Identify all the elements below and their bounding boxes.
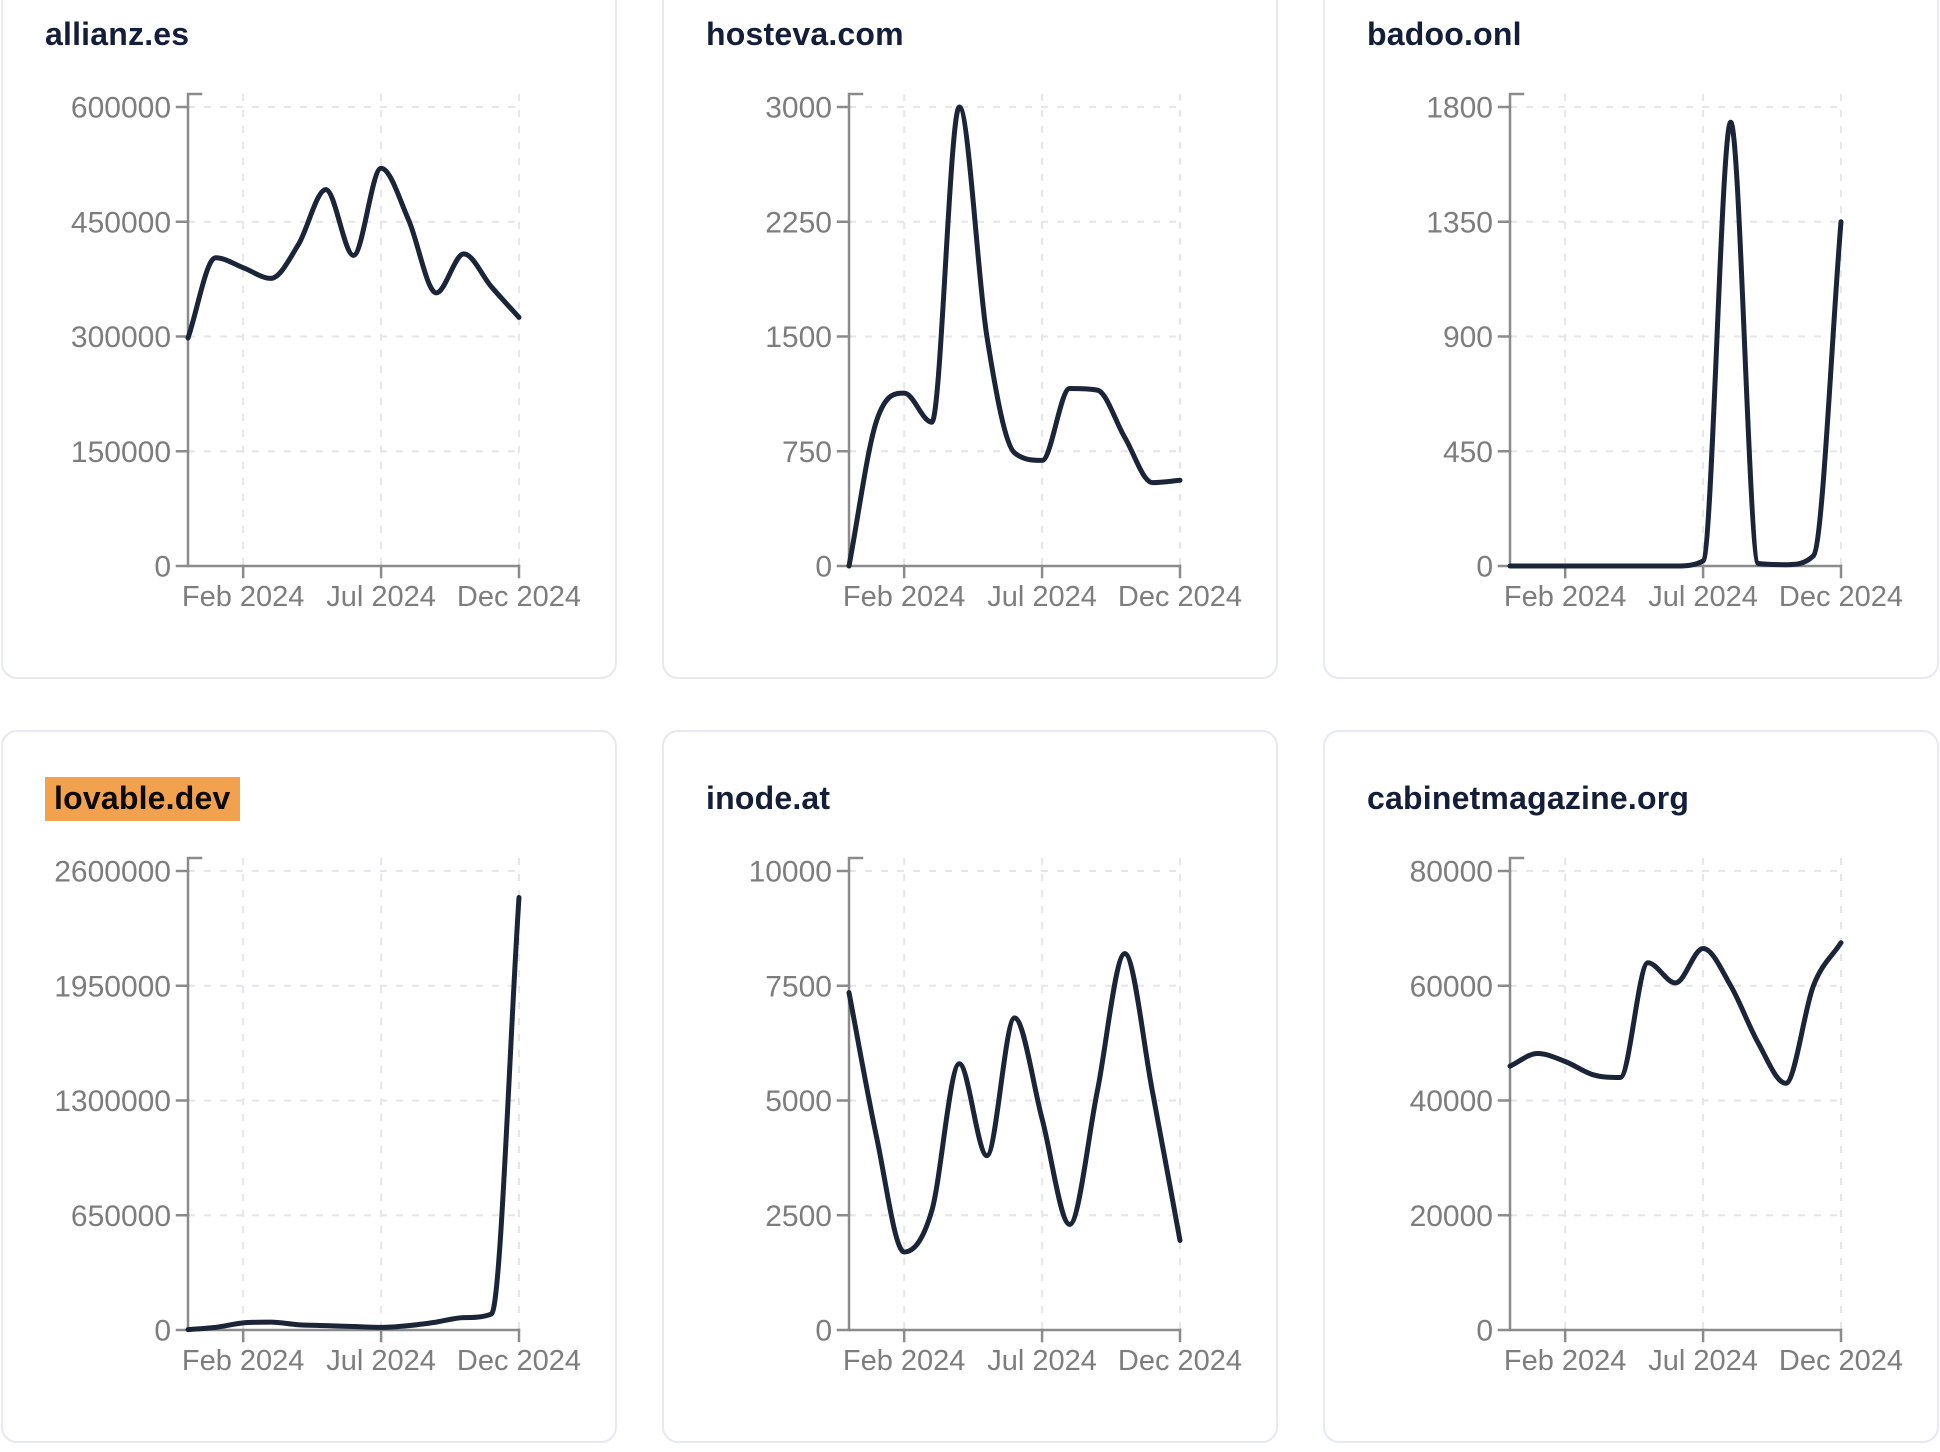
- svg-text:2500: 2500: [765, 1200, 832, 1233]
- svg-text:Feb 2024: Feb 2024: [182, 581, 305, 613]
- svg-text:Dec 2024: Dec 2024: [1779, 1345, 1903, 1377]
- chart-title: hosteva.com: [706, 16, 904, 53]
- svg-text:Dec 2024: Dec 2024: [457, 1345, 581, 1377]
- svg-text:0: 0: [154, 551, 171, 584]
- svg-text:1350: 1350: [1426, 206, 1493, 239]
- svg-text:Feb 2024: Feb 2024: [843, 581, 966, 613]
- svg-text:2250: 2250: [765, 206, 832, 239]
- domain-label: badoo.onl: [1367, 16, 1522, 52]
- svg-text:80000: 80000: [1410, 856, 1493, 889]
- domain-label: hosteva.com: [706, 16, 904, 52]
- svg-text:300000: 300000: [71, 321, 171, 354]
- svg-text:Dec 2024: Dec 2024: [1118, 581, 1242, 613]
- chart-card[interactable]: lovable.dev 2600000 1950000 1300000 650000 0…: [1, 730, 617, 1443]
- svg-text:450: 450: [1443, 436, 1493, 469]
- svg-text:Jul 2024: Jul 2024: [326, 1345, 436, 1377]
- svg-text:1950000: 1950000: [54, 970, 171, 1003]
- svg-text:Jul 2024: Jul 2024: [326, 581, 436, 613]
- svg-text:Feb 2024: Feb 2024: [1504, 1345, 1627, 1377]
- svg-text:1300000: 1300000: [54, 1085, 171, 1118]
- svg-text:Jul 2024: Jul 2024: [987, 1345, 1097, 1377]
- svg-text:Jul 2024: Jul 2024: [987, 581, 1097, 613]
- svg-text:1500: 1500: [765, 321, 832, 354]
- line-chart: 1800 1350 900 450 0 Feb 2024 Jul 2024 Dec 2024: [1426, 92, 1903, 614]
- line-chart: 10000 7500 5000 2500 0 Feb 2024 Jul 2024 Dec 20…: [749, 856, 1243, 1378]
- svg-text:Dec 2024: Dec 2024: [1779, 581, 1903, 613]
- svg-text:0: 0: [815, 551, 832, 584]
- svg-text:60000: 60000: [1410, 970, 1493, 1003]
- svg-text:750: 750: [782, 436, 832, 469]
- chart-card[interactable]: hosteva.com 3000 2250 1500 750 0 Feb 2024 Jul …: [662, 0, 1278, 679]
- domain-label: allianz.es: [45, 16, 190, 52]
- svg-text:600000: 600000: [71, 92, 171, 125]
- svg-text:2600000: 2600000: [54, 856, 171, 889]
- svg-text:Feb 2024: Feb 2024: [843, 1345, 966, 1377]
- svg-text:0: 0: [154, 1315, 171, 1348]
- chart-title: inode.at: [706, 780, 830, 817]
- svg-text:450000: 450000: [71, 206, 171, 239]
- line-chart: 2600000 1950000 1300000 650000 0 Feb 2024 Jul …: [54, 856, 581, 1378]
- line-chart: 600000 450000 300000 150000 0 Feb 2024 Jul 202…: [71, 92, 581, 614]
- chart-title: allianz.es: [45, 16, 189, 53]
- chart-card[interactable]: inode.at 10000 7500 5000 2500 0 Feb 2024 Jul 2…: [662, 730, 1278, 1443]
- line-chart: 3000 2250 1500 750 0 Feb 2024 Jul 2024 Dec 2024: [765, 92, 1242, 614]
- svg-text:0: 0: [1476, 1315, 1493, 1348]
- svg-text:Dec 2024: Dec 2024: [457, 581, 581, 613]
- svg-text:40000: 40000: [1410, 1085, 1493, 1118]
- svg-text:Dec 2024: Dec 2024: [1118, 1345, 1242, 1377]
- svg-text:Jul 2024: Jul 2024: [1648, 1345, 1758, 1377]
- svg-text:7500: 7500: [765, 970, 832, 1003]
- chart-title: badoo.onl: [1367, 16, 1522, 53]
- svg-text:150000: 150000: [71, 436, 171, 469]
- svg-text:Jul 2024: Jul 2024: [1648, 581, 1758, 613]
- svg-text:3000: 3000: [765, 92, 832, 125]
- svg-text:Feb 2024: Feb 2024: [182, 1345, 305, 1377]
- domain-label: lovable.dev: [45, 777, 240, 821]
- domain-label: cabinetmagazine.org: [1367, 780, 1690, 816]
- chart-card[interactable]: badoo.onl 1800 1350 900 450 0 Feb 2024 Jul 202…: [1323, 0, 1939, 679]
- chart-card[interactable]: allianz.es 600000 450000 300000 150000 0 Feb …: [1, 0, 617, 679]
- chart-title: cabinetmagazine.org: [1367, 780, 1689, 817]
- svg-text:Feb 2024: Feb 2024: [1504, 581, 1627, 613]
- chart-card[interactable]: cabinetmagazine.org 80000 60000 40000 20000…: [1323, 730, 1939, 1443]
- svg-text:0: 0: [815, 1315, 832, 1348]
- svg-text:1800: 1800: [1426, 92, 1493, 125]
- svg-text:0: 0: [1476, 551, 1493, 584]
- svg-text:5000: 5000: [765, 1085, 832, 1118]
- domain-label: inode.at: [706, 780, 831, 816]
- chart-title: lovable.dev: [45, 777, 240, 821]
- svg-text:10000: 10000: [749, 856, 832, 889]
- svg-text:900: 900: [1443, 321, 1493, 354]
- svg-text:650000: 650000: [71, 1200, 171, 1233]
- svg-text:20000: 20000: [1410, 1200, 1493, 1233]
- line-chart: 80000 60000 40000 20000 0 Feb 2024 Jul 2024 Dec…: [1410, 856, 1904, 1378]
